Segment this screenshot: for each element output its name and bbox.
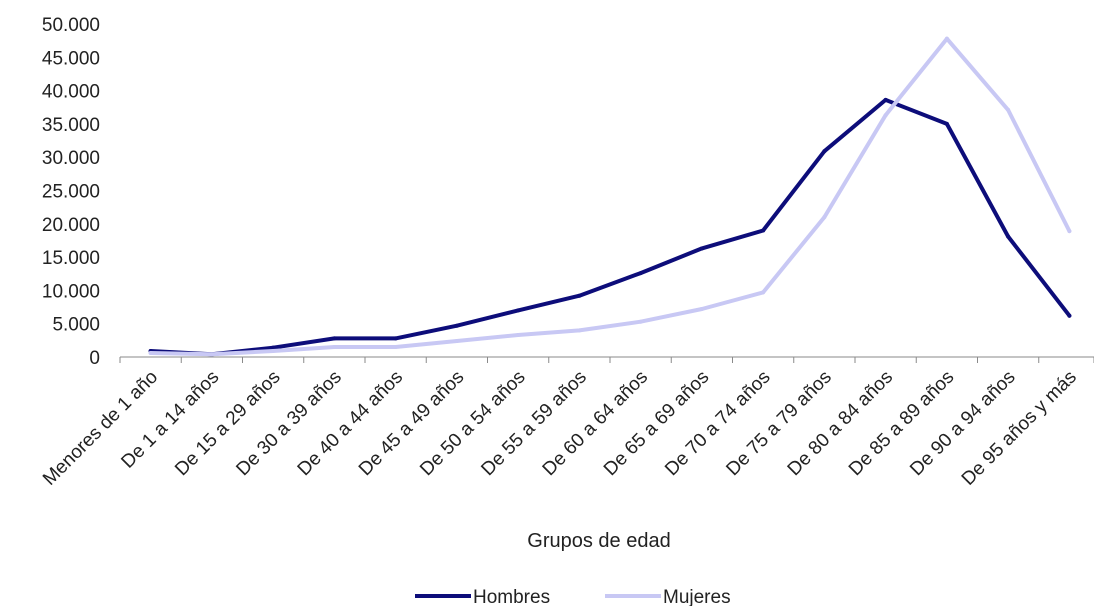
- legend: Hombres Mujeres: [415, 587, 731, 606]
- data-point-mujeres: [1006, 107, 1011, 112]
- data-point-mujeres: [699, 307, 704, 312]
- series-line-mujeres: [148, 36, 1072, 357]
- x-tick-label: De 15 a 29 años: [171, 367, 284, 480]
- data-point-mujeres: [944, 36, 949, 41]
- x-tick-label: De 85 a 89 años: [845, 367, 958, 480]
- data-point-hombres: [944, 121, 949, 126]
- data-point-mujeres: [454, 339, 459, 344]
- legend-label-mujeres: Mujeres: [663, 587, 731, 606]
- data-point-hombres: [699, 246, 704, 251]
- x-tick-label: De 70 a 74 años: [661, 367, 774, 480]
- data-point-hombres: [1067, 313, 1072, 318]
- y-tick-label: 5.000: [52, 315, 100, 336]
- data-point-mujeres: [393, 345, 398, 350]
- x-axis-label: Grupos de edad: [527, 530, 670, 552]
- x-tick-label: De 90 a 94 años: [906, 367, 1019, 480]
- series-line-hombres: [148, 97, 1072, 357]
- x-tick-label: De 50 a 54 años: [416, 367, 529, 480]
- x-tick-label: De 80 a 84 años: [784, 367, 897, 480]
- data-point-hombres: [761, 228, 766, 233]
- x-tick-label: De 45 a 49 años: [355, 367, 468, 480]
- data-point-mujeres: [148, 351, 153, 356]
- data-point-mujeres: [516, 333, 521, 338]
- data-point-mujeres: [761, 290, 766, 295]
- data-point-hombres: [638, 271, 643, 276]
- data-point-mujeres: [577, 328, 582, 333]
- data-point-mujeres: [822, 215, 827, 220]
- x-tick-label: De 60 a 64 años: [539, 367, 652, 480]
- y-tick-label: 10.000: [42, 281, 100, 302]
- data-point-mujeres: [638, 319, 643, 324]
- data-point-hombres: [516, 308, 521, 313]
- y-tick-label: 45.000: [42, 48, 100, 69]
- y-tick-label: 25.000: [42, 182, 100, 203]
- data-point-mujeres: [209, 352, 214, 357]
- x-tick-label: De 40 a 44 años: [294, 367, 407, 480]
- data-point-hombres: [271, 345, 276, 350]
- data-point-hombres: [454, 323, 459, 328]
- y-tick-label: 35.000: [42, 115, 100, 136]
- y-tick-label: 0: [89, 348, 100, 369]
- series-lines: [148, 36, 1072, 357]
- data-point-hombres: [577, 293, 582, 298]
- x-tick-label: De 30 a 39 años: [232, 367, 345, 480]
- x-tick-label: De 55 a 59 años: [477, 367, 590, 480]
- data-point-mujeres: [271, 349, 276, 354]
- data-point-hombres: [332, 336, 337, 341]
- x-tick-label: De 65 a 69 años: [600, 367, 713, 480]
- legend-label-hombres: Hombres: [473, 587, 550, 606]
- data-point-hombres: [822, 149, 827, 154]
- y-tick-label: 50.000: [42, 15, 100, 36]
- data-point-mujeres: [332, 345, 337, 350]
- data-point-hombres: [1006, 234, 1011, 239]
- data-point-hombres: [883, 97, 888, 102]
- data-point-mujeres: [1067, 229, 1072, 234]
- data-point-mujeres: [883, 113, 888, 118]
- y-tick-label: 15.000: [42, 248, 100, 269]
- data-point-hombres: [393, 336, 398, 341]
- x-tick-label: De 95 años y más: [958, 367, 1081, 490]
- x-tick-label: Menores de 1 año: [39, 367, 162, 490]
- y-tick-label: 40.000: [42, 82, 100, 103]
- x-tick-label: De 75 a 79 años: [722, 367, 835, 480]
- y-tick-label: 20.000: [42, 215, 100, 236]
- y-axis: 0 5.000 10.000 15.000 20.000 25.000 30.000 35.0…: [42, 15, 100, 369]
- y-tick-label: 30.000: [42, 148, 100, 169]
